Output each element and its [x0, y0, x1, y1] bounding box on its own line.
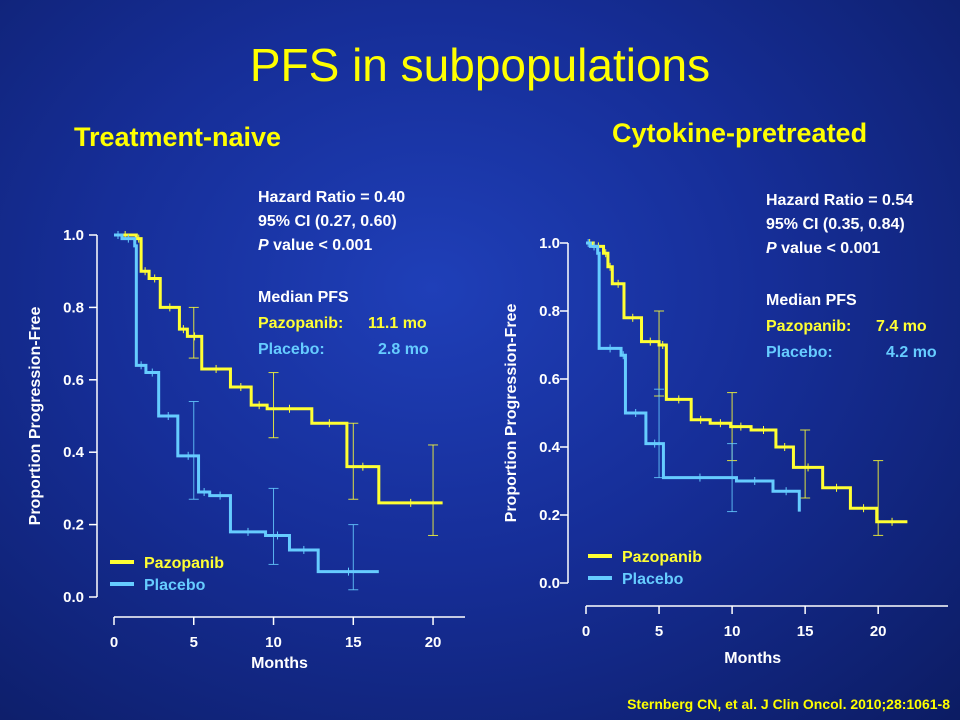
- x-tick-label: 10: [724, 623, 741, 640]
- y-axis-label: Proportion Progression-Free: [27, 307, 44, 526]
- x-tick-label: 5: [190, 634, 198, 651]
- km-chart-treatment-naive: 0.0 0.2 0.4 0.6 0.8 1.0 0 5 10 15 20 Months Proporti…: [27, 189, 465, 672]
- p-value-rest: value < 0.001: [269, 237, 373, 254]
- median-placebo-value: 4.2 mo: [886, 344, 937, 361]
- x-tick-label: 15: [797, 623, 814, 640]
- median-placebo-value: 2.8 mo: [378, 341, 429, 358]
- legend-label-placebo: Placebo: [622, 571, 684, 588]
- y-tick-label: 0.2: [539, 507, 560, 524]
- y-tick-label: 1.0: [539, 235, 560, 252]
- series-line-pazopanib: [114, 233, 443, 505]
- p-value-letter: P: [766, 240, 777, 257]
- p-value-text: P value < 0.001: [258, 237, 372, 254]
- median-pazopanib-label: Pazopanib:: [766, 318, 851, 335]
- y-tick-label: 0.0: [539, 575, 560, 592]
- panel-title-right: Cytokine-pretreated: [612, 118, 868, 148]
- p-value-text: P value < 0.001: [766, 240, 880, 257]
- x-tick-label: 20: [870, 623, 887, 640]
- ci-text: 95% CI (0.27, 0.60): [258, 213, 397, 230]
- y-tick-label: 0.8: [63, 299, 84, 316]
- y-tick-label: 0.2: [63, 517, 84, 534]
- p-value-letter: P: [258, 237, 269, 254]
- legend-label-placebo: Placebo: [144, 577, 206, 594]
- median-pfs-header: Median PFS: [766, 292, 857, 309]
- median-pazopanib-label: Pazopanib:: [258, 315, 343, 332]
- series-line-placebo: [114, 233, 379, 574]
- x-tick-label: 0: [582, 623, 590, 640]
- x-tick-label: 0: [110, 634, 118, 651]
- median-pazopanib-value: 7.4 mo: [876, 318, 927, 335]
- x-tick-label: 5: [655, 623, 663, 640]
- slide-title: PFS in subpopulations: [249, 39, 711, 91]
- x-axis-label: Months: [724, 650, 781, 667]
- y-tick-label: 0.6: [63, 372, 84, 389]
- y-tick-label: 1.0: [63, 227, 84, 244]
- legend-label-pazopanib: Pazopanib: [144, 555, 224, 572]
- x-tick-label: 10: [265, 634, 282, 651]
- median-pazopanib-value: 11.1 mo: [368, 315, 427, 332]
- series-line-placebo: [586, 241, 801, 512]
- y-tick-label: 0.6: [539, 371, 560, 388]
- km-chart-cytokine-pretreated: 0.0 0.2 0.4 0.6 0.8 1.0 0 5 10 15 20 Months Proporti…: [503, 192, 948, 667]
- hazard-ratio-text: Hazard Ratio = 0.54: [766, 192, 913, 209]
- median-placebo-label: Placebo:: [258, 341, 325, 358]
- x-tick-label: 20: [425, 634, 442, 651]
- panel-title-left: Treatment-naive: [74, 122, 282, 152]
- x-tick-label: 15: [345, 634, 362, 651]
- x-axis-label: Months: [251, 655, 308, 672]
- legend-label-pazopanib: Pazopanib: [622, 549, 702, 566]
- y-tick-label: 0.8: [539, 303, 560, 320]
- ci-text: 95% CI (0.35, 0.84): [766, 216, 905, 233]
- y-tick-label: 0.0: [63, 589, 84, 606]
- series-line-pazopanib: [586, 241, 908, 524]
- y-tick-label: 0.4: [539, 439, 561, 456]
- y-axis-label: Proportion Progression-Free: [503, 304, 520, 523]
- y-tick-label: 0.4: [63, 444, 85, 461]
- p-value-rest: value < 0.001: [777, 240, 881, 257]
- hazard-ratio-text: Hazard Ratio = 0.40: [258, 189, 405, 206]
- median-pfs-header: Median PFS: [258, 289, 349, 306]
- median-placebo-label: Placebo:: [766, 344, 833, 361]
- citation: Sternberg CN, et al. J Clin Oncol. 2010;…: [627, 696, 950, 712]
